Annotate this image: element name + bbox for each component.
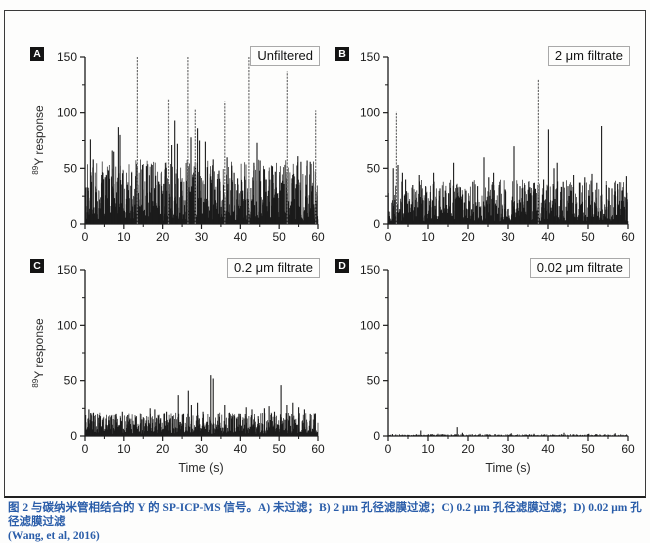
svg-text:100: 100 (57, 106, 77, 120)
svg-text:100: 100 (360, 106, 380, 120)
svg-text:40: 40 (234, 442, 248, 456)
svg-text:30: 30 (195, 230, 209, 244)
panel-c-x-axis-label: Time (s) (178, 461, 224, 475)
svg-text:0: 0 (70, 429, 77, 443)
svg-text:100: 100 (57, 318, 77, 332)
svg-text:100: 100 (360, 318, 380, 332)
svg-text:40: 40 (234, 230, 248, 244)
svg-text:50: 50 (581, 442, 595, 456)
svg-text:0: 0 (82, 442, 89, 456)
isotope-superscript: 89 (31, 378, 40, 388)
svg-text:50: 50 (272, 230, 286, 244)
svg-text:0: 0 (373, 429, 380, 443)
figure-caption: 图 2 与碳纳米管相结合的 Y 的 SP-ICP-MS 信号。A) 未过滤；B)… (8, 501, 644, 543)
panel-c-y-axis-label: 89Y response (29, 292, 46, 414)
svg-text:50: 50 (367, 161, 381, 175)
svg-text:150: 150 (57, 263, 77, 277)
panel-c-badge: C (30, 259, 44, 273)
caption-line-2: (Wang, et al, 2016) (8, 530, 100, 542)
y-axis-label-text: Y response (32, 318, 46, 379)
svg-text:60: 60 (621, 442, 635, 456)
caption-line-1: 图 2 与碳纳米管相结合的 Y 的 SP-ICP-MS 信号。A) 未过滤；B)… (8, 502, 642, 528)
panel-b-legend: 2 μm filtrate (547, 46, 630, 66)
svg-text:50: 50 (272, 442, 286, 456)
svg-text:0: 0 (373, 217, 380, 231)
svg-text:60: 60 (311, 442, 325, 456)
svg-text:150: 150 (360, 263, 380, 277)
svg-text:10: 10 (117, 230, 131, 244)
svg-text:20: 20 (461, 442, 475, 456)
svg-text:10: 10 (421, 230, 435, 244)
svg-text:20: 20 (461, 230, 475, 244)
y-axis-label-text: Y response (32, 105, 46, 166)
panel-b-badge: B (335, 47, 349, 61)
svg-text:60: 60 (621, 230, 635, 244)
svg-text:20: 20 (156, 442, 170, 456)
svg-text:20: 20 (156, 230, 170, 244)
svg-text:10: 10 (421, 442, 435, 456)
svg-text:150: 150 (57, 50, 77, 64)
svg-text:0: 0 (82, 230, 89, 244)
panel-d-legend: 0.02 μm filtrate (529, 258, 630, 278)
svg-text:0: 0 (385, 442, 392, 456)
svg-text:0: 0 (385, 230, 392, 244)
svg-text:0: 0 (70, 217, 77, 231)
svg-text:30: 30 (501, 230, 515, 244)
svg-text:30: 30 (195, 442, 209, 456)
svg-text:150: 150 (360, 50, 380, 64)
panel-a-legend: Unfiltered (250, 46, 320, 66)
panel-d-badge: D (335, 259, 349, 273)
svg-text:40: 40 (541, 442, 555, 456)
svg-text:60: 60 (311, 230, 325, 244)
svg-text:40: 40 (541, 230, 555, 244)
svg-text:50: 50 (64, 374, 78, 388)
panel-d-x-axis-label: Time (s) (485, 461, 531, 475)
panel-a-y-axis-label: 89Y response (29, 79, 46, 201)
svg-text:30: 30 (501, 442, 515, 456)
isotope-superscript: 89 (31, 165, 40, 175)
svg-text:50: 50 (581, 230, 595, 244)
svg-text:50: 50 (64, 161, 78, 175)
panel-a-badge: A (30, 47, 44, 61)
svg-text:10: 10 (117, 442, 131, 456)
svg-text:50: 50 (367, 374, 381, 388)
panel-c-legend: 0.2 μm filtrate (226, 258, 320, 278)
